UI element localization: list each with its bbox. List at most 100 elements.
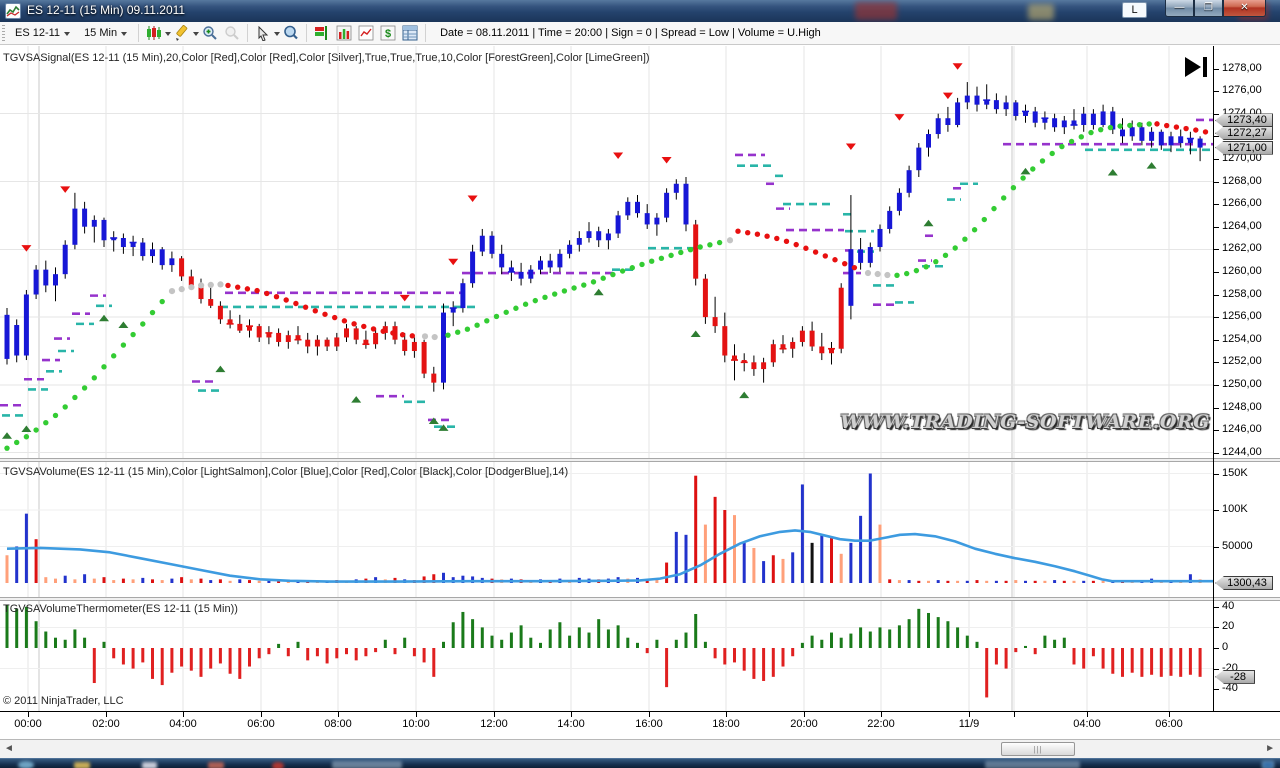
thermometer-axis-label: 40 <box>1222 599 1235 612</box>
panel-splitter[interactable] <box>0 597 1280 601</box>
taskbar-item[interactable] <box>985 761 1080 768</box>
time-tick <box>28 712 29 717</box>
volume-chart-canvas[interactable] <box>0 462 1213 597</box>
panel-splitter[interactable] <box>0 458 1280 462</box>
title-bar[interactable]: ES 12-11 (15 Min) 09.11.2011 L — ❐ ✕ <box>0 0 1280 22</box>
thermometer-axis-label-tick <box>1214 627 1219 629</box>
line-chart-icon[interactable] <box>356 24 376 43</box>
thermometer-axis-label-tick <box>1214 689 1219 691</box>
chevron-down-icon <box>121 31 128 36</box>
scroll-left-arrow[interactable]: ◄ <box>4 743 14 754</box>
chart-style-icon[interactable] <box>144 24 164 43</box>
close-button[interactable]: ✕ <box>1223 0 1266 17</box>
time-tick <box>726 712 727 717</box>
interval-label: 15 Min <box>84 27 118 39</box>
taskbar-icon[interactable] <box>208 762 224 768</box>
time-tick <box>106 712 107 717</box>
data-grid-icon[interactable] <box>400 24 420 43</box>
taskbar[interactable] <box>0 758 1280 768</box>
scrollbar-thumb[interactable]: ||| <box>1001 742 1075 756</box>
thermometer-axis-label-tick <box>1214 606 1219 608</box>
toolbar-separator <box>306 24 308 42</box>
price-axis[interactable]: 1278,001276,001274,001272,001270,001268,… <box>1214 46 1280 458</box>
price-axis-label-tick <box>1214 452 1219 454</box>
time-tick <box>571 712 572 717</box>
toolbar-grip[interactable] <box>2 25 5 41</box>
svg-text:$: $ <box>385 28 391 40</box>
zoom-in-icon[interactable] <box>200 24 220 43</box>
time-axis-label: 04:00 <box>169 718 197 730</box>
magnifier-icon[interactable] <box>281 24 301 43</box>
time-axis-label: 04:00 <box>1073 718 1101 730</box>
indicator-bars-icon[interactable] <box>334 24 354 43</box>
volume-value-box: 1300,43 <box>1215 576 1273 590</box>
time-tick <box>183 712 184 717</box>
time-axis[interactable]: 00:00 02:00 04:00 06:00 08:00 10:00 12:00 14:00… <box>0 711 1280 738</box>
draw-icon[interactable] <box>172 24 192 43</box>
price-axis-label-tick <box>1214 430 1219 432</box>
time-axis-label: 16:00 <box>635 718 663 730</box>
maximize-button[interactable]: ❐ <box>1194 0 1223 17</box>
chevron-down-icon[interactable] <box>193 31 200 36</box>
volume-panel-label: TGVSAVolume(ES 12-11 (15 Min),Color [Lig… <box>3 466 569 478</box>
cursor-icon[interactable] <box>253 24 273 43</box>
thermometer-panel-label: TGVSAVolumeThermometer(ES 12-11 (15 Min)… <box>3 603 238 615</box>
interval-selector[interactable]: 15 Min <box>77 24 134 42</box>
time-tick <box>804 712 805 717</box>
start-orb[interactable] <box>18 761 34 768</box>
time-axis-label: 06:00 <box>1155 718 1183 730</box>
price-axis-label: 1264,00 <box>1222 219 1262 232</box>
price-axis-label: 1254,00 <box>1222 332 1262 345</box>
taskbar-icon[interactable] <box>74 762 90 768</box>
time-tick <box>969 712 970 717</box>
chart-toolbar: ES 12-11 15 Min <box>0 22 1280 45</box>
dollar-icon[interactable]: $ <box>378 24 398 43</box>
volume-axis-label-tick <box>1214 510 1219 511</box>
volume-axis[interactable]: 150K 100K 50000 1300,43 <box>1214 462 1280 597</box>
time-axis-label: 11/9 <box>958 718 980 730</box>
show-desktop-button[interactable] <box>1262 761 1274 768</box>
thermometer-axis[interactable]: 40 20 0 -20 -40 -28 <box>1214 599 1280 711</box>
price-axis-label-tick <box>1214 249 1219 251</box>
time-tick <box>261 712 262 717</box>
chevron-down-icon[interactable] <box>274 31 281 36</box>
thermometer-axis-label-tick <box>1214 668 1219 670</box>
minimize-button[interactable]: — <box>1165 0 1194 17</box>
taskbar-icon[interactable] <box>142 762 157 768</box>
time-axis-label: 08:00 <box>324 718 352 730</box>
price-chart-canvas[interactable] <box>0 46 1213 458</box>
price-axis-label-tick <box>1214 113 1219 115</box>
time-axis-label: 02:00 <box>92 718 120 730</box>
window-controls: — ❐ ✕ <box>1165 0 1266 18</box>
chart-workspace: TGVSASignal(ES 12-11 (15 Min),20,Color [… <box>0 45 1280 738</box>
taskbar-icon[interactable] <box>272 762 284 768</box>
status-readout: Date = 08.11.2011 | Time = 20:00 | Sign … <box>440 27 821 39</box>
scroll-right-arrow[interactable]: ► <box>1265 743 1275 754</box>
go-to-last-bar-icon[interactable] <box>1183 55 1211 84</box>
time-axis-label: 14:00 <box>557 718 585 730</box>
horizontal-scrollbar[interactable]: ◄ ► ||| <box>0 739 1280 758</box>
volume-axis-label-tick <box>1214 473 1219 475</box>
price-gridlines <box>0 113 1213 454</box>
taskbar-item[interactable] <box>332 761 402 768</box>
watermark: WWW.TRADING-SOFTWARE.ORG <box>840 411 1210 433</box>
price-axis-label-tick <box>1214 339 1219 341</box>
volume-ma-line <box>6 529 1213 583</box>
time-axis-label: 22:00 <box>867 718 895 730</box>
price-panel-label: TGVSASignal(ES 12-11 (15 Min),20,Color [… <box>3 52 650 64</box>
last-price-box: 1271,00 <box>1215 140 1273 155</box>
volume-axis-label: 50000 <box>1222 539 1253 552</box>
instrument-selector[interactable]: ES 12-11 <box>8 24 77 42</box>
thermometer-chart-canvas[interactable] <box>0 601 1213 711</box>
zoom-out-icon[interactable] <box>222 24 242 43</box>
price-axis-label-tick <box>1214 68 1219 70</box>
chevron-down-icon[interactable] <box>165 31 172 36</box>
price-axis-label-tick <box>1214 384 1219 386</box>
chart-trader-icon[interactable] <box>312 24 332 43</box>
language-button[interactable]: L <box>1122 2 1147 18</box>
thermometer-axis-label-tick <box>1214 648 1219 649</box>
desktop-icon-blur <box>855 2 897 20</box>
price-axis-label: 1262,00 <box>1222 242 1262 255</box>
candles <box>4 82 1203 392</box>
